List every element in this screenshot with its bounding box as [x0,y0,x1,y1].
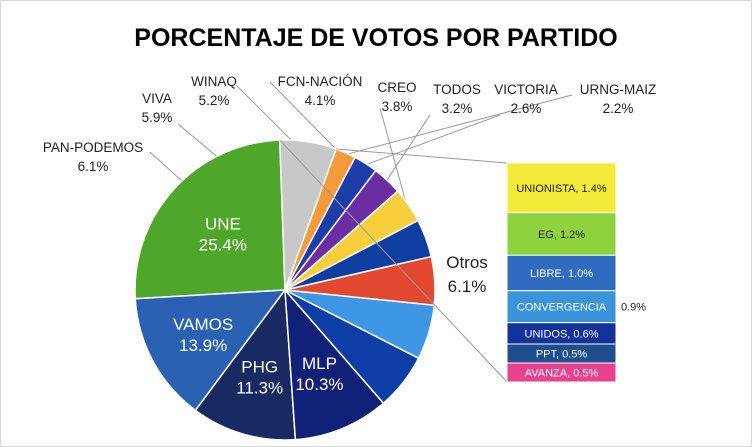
svg-text:PAN-PODEMOS: PAN-PODEMOS [43,140,143,155]
slice-mlp [284,287,385,441]
otros-connectors [279,139,508,383]
otros-label-ppt: PPT, 0.5% [536,349,588,361]
svg-text:2.6%: 2.6% [511,101,542,116]
svg-text:TODOS: TODOS [433,82,481,97]
connector-top [336,148,508,164]
slice-une [134,139,286,300]
svg-text:4.1%: 4.1% [305,93,336,108]
svg-text:13.9%: 13.9% [179,336,227,355]
svg-text:WINAQ: WINAQ [191,74,237,89]
label-creo: CREO 3.8% [377,80,416,114]
slice-phg [194,287,297,441]
leader-urng-maiz [344,94,573,156]
svg-text:11.3%: 11.3% [236,378,283,397]
otros-segment-eg [506,212,617,256]
otros-label-libre: LIBRE, 1.0% [530,268,593,280]
chart-title: PORCENTAJE DE VOTOS POR PARTIDO [134,24,617,52]
label-phg: PHG 11.3% [236,357,283,397]
label-urng-maiz: URNG-MAIZ 2.2% [580,82,657,116]
svg-text:VICTORIA: VICTORIA [494,82,558,97]
leader-victoria [364,114,501,166]
svg-text:5.9%: 5.9% [142,110,173,125]
label-viva: VIVA 5.9% [142,91,173,125]
otros-label-unidos: UNIDOS, 0.6% [525,328,599,340]
otros-label-unionista: UNIONISTA, 1.4% [516,183,606,195]
otros-label-avanza: AVANZA, 0.5% [525,368,599,380]
svg-text:Otros: Otros [446,253,488,272]
otros-segment-avanza [506,362,617,383]
svg-text:URNG-MAIZ: URNG-MAIZ [580,82,657,97]
slice-vamos [134,289,287,412]
svg-text:3.8%: 3.8% [382,99,413,114]
leader-creo [379,107,408,207]
svg-text:10.3%: 10.3% [295,375,343,394]
connector-bottom [279,139,508,383]
svg-text:3.2%: 3.2% [442,101,473,116]
slice-labels: UNE 25.4% VAMOS 13.9% PHG 11.3% MLP 10.3% Otros 6… [43,74,656,397]
label-victoria: VICTORIA 2.6% [494,82,558,116]
svg-text:25.4%: 25.4% [199,235,247,254]
label-vamos: VAMOS 13.9% [173,315,233,355]
svg-text:VAMOS: VAMOS [173,315,233,334]
svg-text:2.2%: 2.2% [603,101,634,116]
otros-label-eg: EG, 1.2% [538,229,585,241]
label-fcn-nacion: FCN-NACIÓN 4.1% [278,74,363,108]
svg-text:5.2%: 5.2% [199,93,230,108]
label-todos: TODOS 3.2% [433,82,481,116]
svg-text:CREO: CREO [377,80,416,95]
svg-text:MLP: MLP [302,354,337,373]
otros-label-convergencia: CONVERGENCIA [517,302,607,314]
svg-text:6.1%: 6.1% [448,277,487,296]
svg-text:UNE: UNE [205,214,241,233]
slice-otros [278,139,338,291]
otros-breakdown-bar: UNIONISTA, 1.4% EG, 1.2% LIBRE, 1.0% CONVER… [506,162,646,383]
otros-outside-label-convergencia: 0.9% [621,302,646,314]
otros-segment-libre [506,254,617,292]
svg-text:6.1%: 6.1% [78,159,109,174]
leader-todos [385,114,431,182]
svg-text:PHG: PHG [241,357,278,376]
label-mlp: MLP 10.3% [295,354,343,394]
svg-text:FCN-NACIÓN: FCN-NACIÓN [278,74,363,89]
label-une: UNE 25.4% [199,214,247,254]
svg-text:VIVA: VIVA [142,91,172,106]
label-winaq: WINAQ 5.2% [191,74,237,108]
label-otros: Otros 6.1% [446,253,488,296]
label-pan-podemos: PAN-PODEMOS 6.1% [43,140,143,174]
pie-slices [134,139,436,441]
